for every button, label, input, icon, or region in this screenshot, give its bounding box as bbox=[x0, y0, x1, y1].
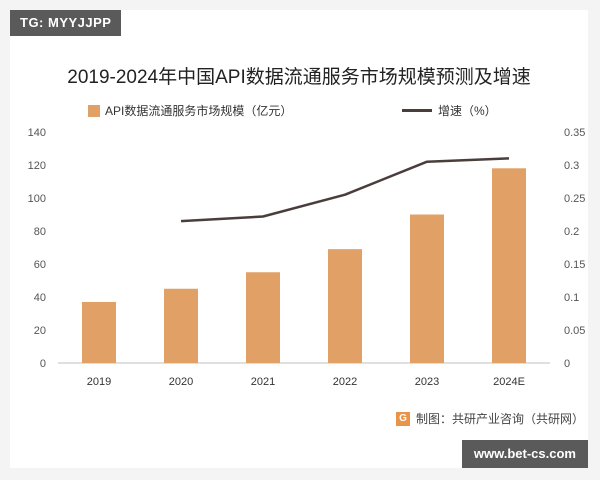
y-right-tick-label: 0.05 bbox=[564, 325, 585, 337]
legend-swatch-bar bbox=[88, 104, 100, 117]
bar bbox=[82, 301, 116, 363]
legend-item-line: 增速（%） bbox=[402, 102, 497, 119]
bar bbox=[492, 168, 526, 363]
bar bbox=[164, 288, 198, 363]
y-left-tick-label: 140 bbox=[28, 127, 46, 139]
x-tick-label: 2020 bbox=[169, 376, 193, 388]
y-right-tick-label: 0.35 bbox=[564, 127, 585, 139]
source-text: 制图：共研产业咨询（共研网） bbox=[416, 412, 585, 426]
y-right-tick-label: 0 bbox=[564, 358, 570, 370]
x-tick-label: 2019 bbox=[87, 376, 111, 388]
y-left-tick-label: 100 bbox=[28, 193, 46, 205]
tag-badge: TG: MYYJJPP bbox=[10, 10, 122, 36]
y-left-tick-label: 0 bbox=[40, 358, 46, 370]
x-tick-label: 2022 bbox=[333, 376, 357, 388]
source-logo-icon: G bbox=[396, 411, 410, 426]
chart-plot: 0 20 40 60 80 100 120 140 0 0.05 0.1 0.15 0.2 0.25 0.3… bbox=[28, 127, 586, 388]
bar bbox=[328, 249, 362, 363]
y-right-tick-label: 0.3 bbox=[564, 160, 579, 172]
legend-item-bar: API数据流通服务市场规模（亿元） bbox=[88, 102, 292, 119]
legend: API数据流通服务市场规模（亿元） 增速（%） bbox=[10, 102, 588, 122]
legend-swatch-line bbox=[402, 109, 432, 112]
chart-title: 2019-2024年中国API数据流通服务市场规模预测及增速 bbox=[67, 67, 531, 88]
y-right-tick-label: 0.25 bbox=[564, 193, 585, 205]
legend-label-bar: API数据流通服务市场规模（亿元） bbox=[105, 104, 293, 118]
bar bbox=[410, 214, 444, 363]
legend-label-line: 增速（%） bbox=[438, 104, 497, 118]
x-tick-label: 2023 bbox=[415, 376, 439, 388]
y-left-tick-label: 80 bbox=[34, 226, 46, 238]
growth-line bbox=[180, 157, 510, 223]
y-left-tick-label: 120 bbox=[28, 160, 46, 172]
y-right-tick-label: 0.15 bbox=[564, 259, 585, 271]
y-left-tick-label: 20 bbox=[34, 325, 46, 337]
x-tick-label: 2024E bbox=[493, 376, 525, 388]
source-note: G 制图：共研产业咨询（共研网） bbox=[396, 410, 584, 427]
chart-card: TG: MYYJJPP 2019-2024年中国API数据流通服务市场规模预测及… bbox=[10, 10, 588, 468]
site-badge: www.bet-cs.com bbox=[461, 440, 588, 468]
y-right-tick-label: 0.2 bbox=[564, 226, 579, 238]
bar bbox=[246, 272, 280, 363]
y-right-tick-label: 0.1 bbox=[564, 292, 579, 304]
y-left-tick-label: 40 bbox=[34, 292, 46, 304]
y-left-tick-label: 60 bbox=[34, 259, 46, 271]
x-tick-label: 2021 bbox=[251, 376, 275, 388]
